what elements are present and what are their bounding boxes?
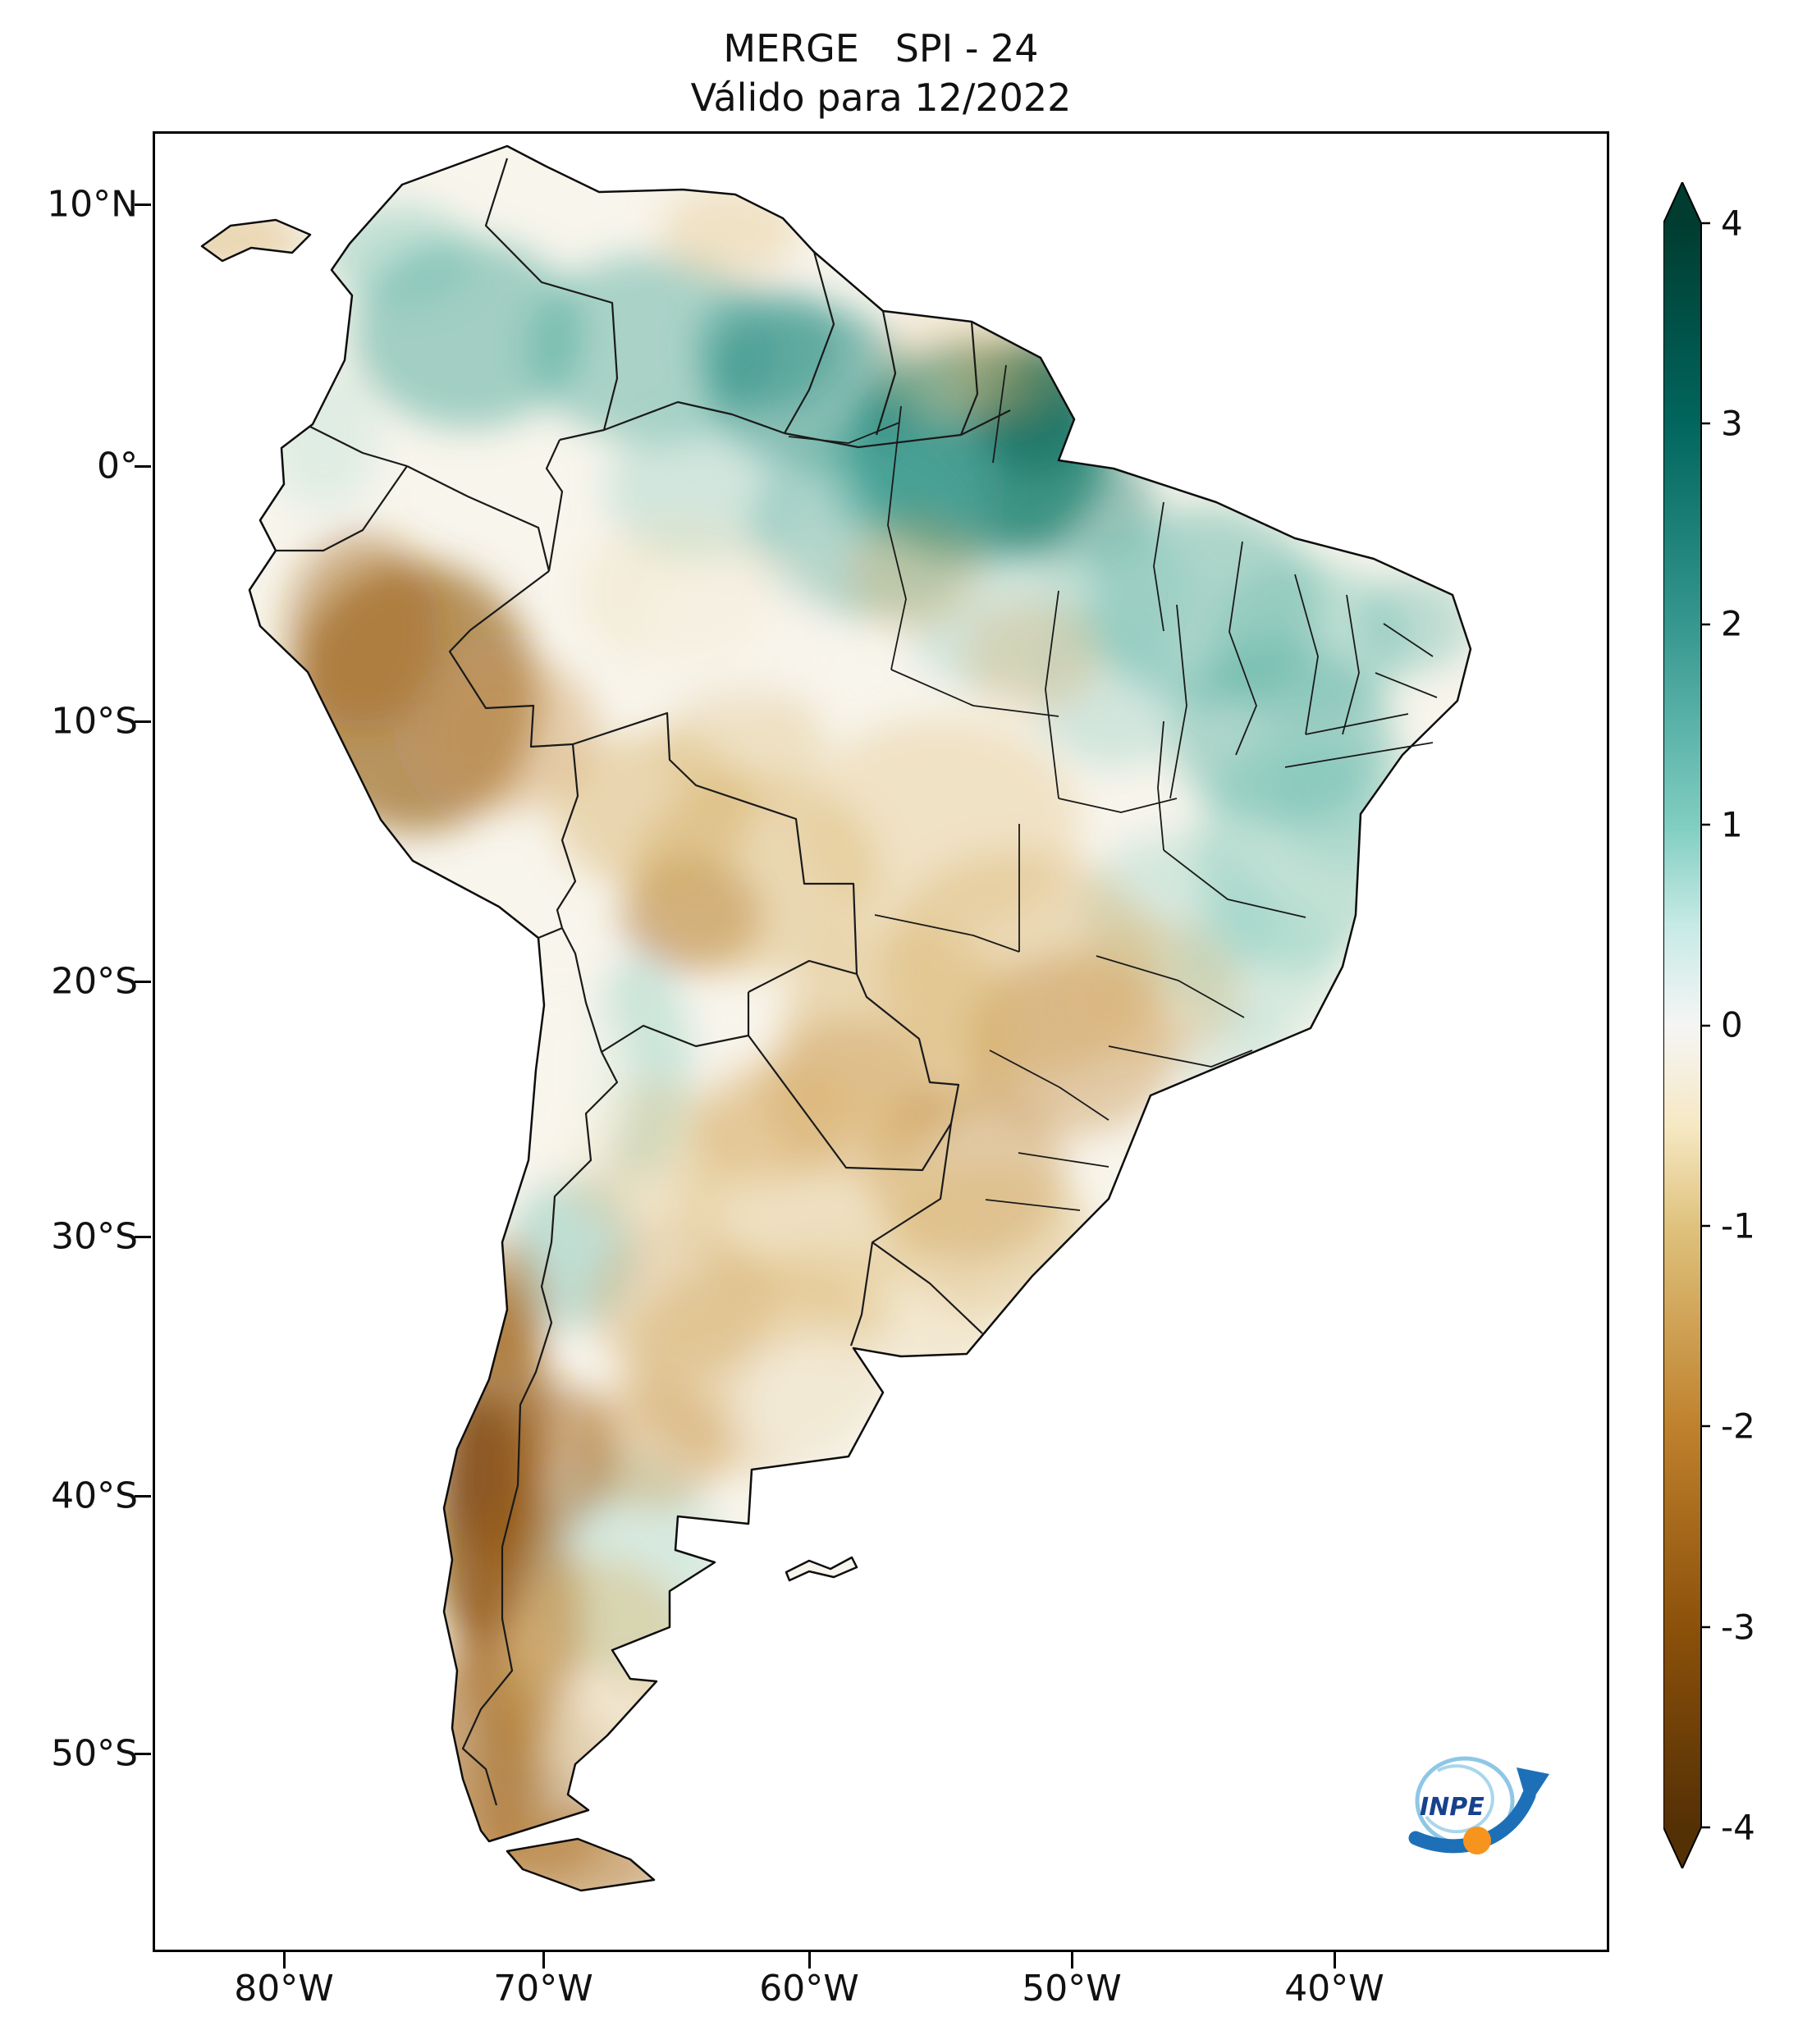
lon-tick-label: 50°W bbox=[1022, 1968, 1122, 2010]
plot-frame bbox=[153, 131, 1609, 1952]
colorbar-tick-label: 4 bbox=[1721, 203, 1743, 244]
lat-tick-label: 50°S bbox=[51, 1732, 138, 1775]
lat-tick bbox=[135, 1495, 151, 1498]
inpe-swirl-icon bbox=[1425, 1764, 1494, 1834]
colorbar-tick-label: -4 bbox=[1721, 1807, 1755, 1848]
lon-tick-label: 70°W bbox=[493, 1968, 593, 2010]
colorbar-gradient bbox=[1663, 180, 1710, 1871]
coastline bbox=[200, 144, 1472, 1892]
map-title: MERGE SPI - 24 bbox=[723, 26, 1039, 71]
lat-tick-label: 30°S bbox=[51, 1215, 138, 1258]
state-borders bbox=[788, 364, 1438, 1211]
lat-tick bbox=[135, 1236, 151, 1238]
spi-field bbox=[202, 146, 1471, 1891]
lon-tick-label: 40°W bbox=[1284, 1968, 1384, 2010]
lat-tick-label: 10°S bbox=[51, 700, 138, 743]
lat-tick bbox=[135, 465, 151, 468]
lon-tick bbox=[1071, 1952, 1073, 1969]
inpe-logo: INPE bbox=[1379, 1731, 1559, 1879]
lat-tick-label: 40°S bbox=[51, 1475, 138, 1517]
south-america-map bbox=[153, 131, 1609, 1952]
lat-tick bbox=[135, 981, 151, 983]
colorbar bbox=[1663, 180, 1713, 1871]
lon-tick bbox=[283, 1952, 286, 1969]
lon-tick-label: 80°W bbox=[234, 1968, 334, 2010]
colorbar-tick-label: 3 bbox=[1721, 403, 1743, 444]
lat-tick-label: 0° bbox=[97, 445, 138, 487]
country-borders bbox=[276, 158, 1011, 1806]
colorbar-ticks bbox=[1701, 222, 1710, 1829]
lon-tick bbox=[808, 1952, 811, 1969]
colorbar-tick-label: 0 bbox=[1721, 1004, 1743, 1045]
lon-tick bbox=[542, 1952, 545, 1969]
map-subtitle: Válido para 12/2022 bbox=[690, 75, 1072, 120]
inpe-planet-icon bbox=[1463, 1827, 1491, 1854]
colorbar-tick-label: -2 bbox=[1721, 1406, 1755, 1447]
lat-tick bbox=[135, 720, 151, 723]
inpe-arrowhead-icon bbox=[1517, 1767, 1549, 1807]
colorbar-tick-label: 2 bbox=[1721, 603, 1743, 644]
lat-tick-label: 20°S bbox=[51, 960, 138, 1003]
lon-tick bbox=[1334, 1952, 1336, 1969]
colorbar-tick-label: -3 bbox=[1721, 1607, 1755, 1648]
lat-tick bbox=[135, 1753, 151, 1755]
map-plot-area bbox=[153, 131, 1609, 1952]
lat-tick bbox=[135, 203, 151, 206]
inpe-logo-text: INPE bbox=[1420, 1793, 1485, 1822]
lon-tick-label: 60°W bbox=[759, 1968, 859, 2010]
lat-tick-label: 10°N bbox=[47, 183, 138, 226]
colorbar-tick-label: -1 bbox=[1721, 1205, 1755, 1246]
colorbar-tick-label: 1 bbox=[1721, 804, 1743, 845]
